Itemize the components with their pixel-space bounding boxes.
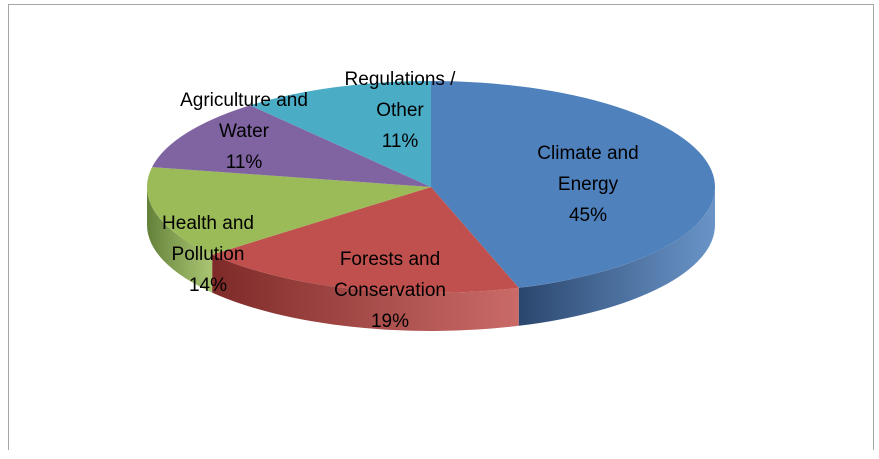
slice-label-line: Other <box>376 100 424 121</box>
slice-label-agriculture-and-water: Agriculture and Water 11% <box>180 90 308 173</box>
slice-side-forests-and-conservation <box>212 254 519 331</box>
slice-label-line: 11% <box>226 152 263 173</box>
slice-label-line: Energy <box>558 174 619 195</box>
slice-climate-and-energy <box>431 81 715 288</box>
slice-label-line: Health and <box>162 213 254 234</box>
slice-label-line: Conservation <box>334 280 446 301</box>
slice-label-line: Climate and <box>537 143 638 164</box>
slice-label-line: Pollution <box>172 244 245 265</box>
slice-label-health-and-pollution: Health and Pollution 14% <box>162 213 254 296</box>
pie-slices <box>147 81 715 293</box>
slice-regulations-other <box>249 81 431 187</box>
slice-health-and-pollution <box>147 167 431 255</box>
slice-label-forests-and-conservation: Forests and Conservation 19% <box>334 249 446 332</box>
slice-label-line: 11% <box>382 131 419 152</box>
slice-agriculture-and-water <box>152 105 431 187</box>
chart-area: Climate and Energy 45% Forests and Conservat… <box>8 4 874 450</box>
slice-side-climate-and-energy <box>518 187 715 326</box>
slice-label-regulations-other: Regulations / Other 11% <box>345 69 457 152</box>
slice-label-line: 14% <box>189 275 227 296</box>
slice-label-line: 45% <box>569 205 607 226</box>
slice-forests-and-conservation <box>212 187 519 293</box>
slice-side-health-and-pollution <box>147 187 213 293</box>
pie-sides <box>147 187 715 331</box>
slice-label-line: Forests and <box>340 249 440 270</box>
slice-label-climate-and-energy: Climate and Energy 45% <box>537 143 638 226</box>
slice-label-line: Regulations / <box>345 69 457 90</box>
slice-label-line: 19% <box>371 311 409 332</box>
slice-label-line: Water <box>219 121 270 142</box>
pie-chart: Climate and Energy 45% Forests and Conservat… <box>147 69 715 332</box>
slice-label-line: Agriculture and <box>180 90 308 111</box>
pie-labels: Climate and Energy 45% Forests and Conservat… <box>162 69 639 332</box>
